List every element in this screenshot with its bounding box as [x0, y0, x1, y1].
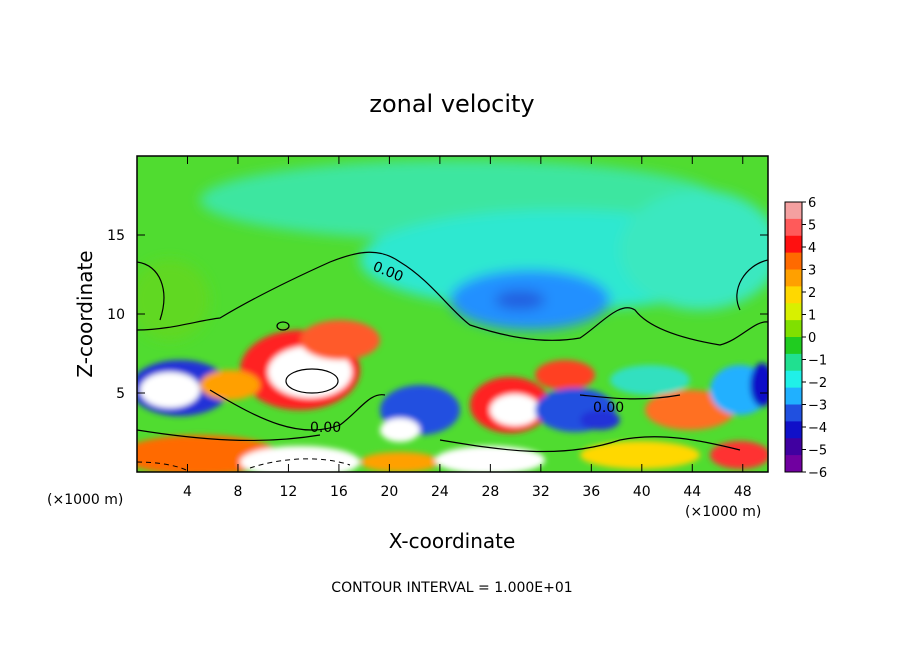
colorbar-tick-label: 6 — [808, 196, 816, 211]
colorbar-tick-label: −1 — [808, 354, 827, 369]
x-tick-label: 4 — [183, 484, 192, 500]
contour-label: 0.00 — [593, 400, 624, 416]
colorbar-band — [785, 421, 802, 439]
x-tick-label: 20 — [380, 484, 398, 500]
y-tick-label: 15 — [107, 228, 125, 244]
x-tick-label: 16 — [330, 484, 348, 500]
colorbar-tick-label: 5 — [808, 219, 816, 234]
contour-label: 0.00 — [310, 420, 341, 436]
colorbar-band — [785, 286, 802, 304]
colorbar-band — [785, 303, 802, 321]
x-tick-label: 44 — [683, 484, 701, 500]
colorbar-tick-label: −6 — [808, 466, 827, 481]
x-tick-label: 24 — [431, 484, 449, 500]
x-tick-label: 48 — [734, 484, 752, 500]
x-tick-label: 12 — [280, 484, 298, 500]
x-tick-label: 28 — [481, 484, 499, 500]
heatmap-field — [137, 156, 768, 472]
colorbar-band — [785, 202, 802, 220]
chart-title: zonal velocity — [369, 90, 534, 118]
y-tick-label: 10 — [107, 307, 125, 323]
colorbar-tick-label: 0 — [808, 331, 816, 346]
x-tick-label: 40 — [633, 484, 651, 500]
colorbar-band — [785, 337, 802, 355]
colorbar-band — [785, 438, 802, 456]
colorbar-band — [785, 353, 802, 372]
colorbar-tick-label: −5 — [808, 444, 827, 459]
x-tick-label: 8 — [233, 484, 242, 500]
colorbar-tick-label: 3 — [808, 264, 816, 279]
colorbar-band — [785, 455, 802, 473]
y-axis-unit: (×1000 m) — [47, 492, 123, 508]
colorbar-band — [785, 320, 802, 338]
colorbar-band — [785, 370, 802, 389]
colorbar-tick-label: 1 — [808, 309, 816, 324]
colorbar-band — [785, 252, 802, 270]
colorbar-band — [785, 235, 802, 254]
colorbar-tick-label: −2 — [808, 376, 827, 391]
y-axis-label: Z-coordinate — [73, 250, 97, 377]
colorbar-tick-label: 4 — [808, 241, 816, 256]
colorbar: 6 5 4 3 2 1 0 −1 −2 −3 −4 −5 −6 — [784, 196, 827, 481]
x-tick-label: 32 — [532, 484, 550, 500]
y-tick-label: 5 — [116, 386, 125, 402]
colorbar-band — [785, 218, 802, 237]
colorbar-tick-label: −4 — [808, 421, 827, 436]
colorbar-band — [785, 387, 802, 405]
y-axis: 5 10 15 — [107, 228, 768, 402]
colorbar-tick-label: 2 — [808, 286, 816, 301]
x-axis-label: X-coordinate — [389, 529, 516, 553]
colorbar-band — [785, 404, 802, 422]
colorbar-tick-label: −3 — [808, 399, 827, 414]
colorbar-band — [785, 269, 802, 287]
x-tick-label: 36 — [582, 484, 600, 500]
x-axis: 4 8 12 16 20 24 28 32 36 40 44 48 — [183, 156, 752, 500]
contour-interval-text: CONTOUR INTERVAL = 1.000E+01 — [331, 580, 572, 596]
x-axis-unit: (×1000 m) — [685, 504, 761, 520]
